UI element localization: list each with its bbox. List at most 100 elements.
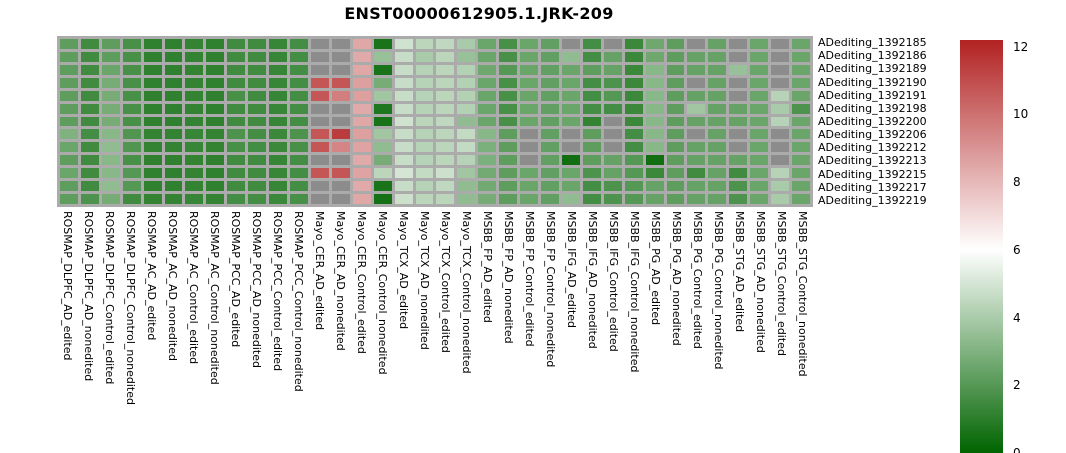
- column-label: ROSMAP_AC_AD_nonedited: [166, 211, 179, 361]
- row-labels: ADediting_1392185 ADediting_1392186 ADedit…: [818, 36, 927, 207]
- column-label: MSBB_FP_Control_nonedited: [544, 211, 557, 368]
- heatmap-cell: [499, 90, 518, 101]
- heatmap-cell: [666, 90, 685, 101]
- heatmap-cell: [122, 142, 141, 153]
- heatmap-cell: [60, 51, 78, 62]
- heatmap-cell: [436, 168, 455, 179]
- heatmap-cell: [185, 181, 204, 192]
- heatmap-cell: [499, 142, 518, 153]
- heatmap-cell: [520, 129, 539, 140]
- column-label: MSBB_IFG_AD_edited: [565, 211, 578, 329]
- heatmap-cell: [457, 181, 476, 192]
- heatmap-cell: [750, 64, 769, 75]
- heatmap-cell: [603, 103, 622, 114]
- heatmap-cell: [436, 77, 455, 88]
- heatmap-cell: [561, 194, 580, 204]
- heatmap-cell: [310, 155, 329, 166]
- heatmap-cell: [708, 155, 727, 166]
- heatmap-cell: [561, 181, 580, 192]
- heatmap-cell: [331, 77, 350, 88]
- heatmap-cell: [310, 181, 329, 192]
- heatmap-cell: [101, 116, 120, 127]
- heatmap-cell: [122, 64, 141, 75]
- heatmap-cell: [122, 168, 141, 179]
- heatmap-cell: [206, 39, 225, 49]
- heatmap-cell: [541, 51, 559, 62]
- heatmap-cell: [122, 103, 141, 114]
- heatmap-cell: [687, 116, 706, 127]
- heatmap-cell: [206, 155, 225, 166]
- heatmap-cell: [792, 103, 810, 114]
- column-label: MSBB_STG_Control_nonedited: [796, 211, 809, 377]
- heatmap-cell: [394, 51, 413, 62]
- column-label: MSBB_PG_Control_nonedited: [712, 211, 725, 370]
- colorbar: [960, 40, 1003, 453]
- heatmap-cell: [352, 90, 371, 101]
- heatmap-cell: [310, 168, 329, 179]
- heatmap-cell: [143, 77, 162, 88]
- heatmap-cell: [582, 168, 601, 179]
- heatmap-cell: [771, 155, 790, 166]
- heatmap-cell: [352, 51, 371, 62]
- column-label: MSBB_STG_Control_edited: [775, 211, 788, 356]
- heatmap-cell: [80, 39, 99, 49]
- heatmap-cell: [603, 155, 622, 166]
- heatmap-cell: [143, 39, 162, 49]
- column-label: MSBB_FP_Control_edited: [523, 211, 536, 347]
- heatmap-cell: [457, 90, 476, 101]
- heatmap-cell: [185, 77, 204, 88]
- heatmap-cell: [122, 90, 141, 101]
- heatmap-cell: [394, 194, 413, 204]
- column-label: ROSMAP_DLPFC_AD_edited: [61, 211, 74, 361]
- heatmap-cell: [541, 39, 559, 49]
- heatmap-cell: [373, 155, 392, 166]
- heatmap-cell: [248, 168, 267, 179]
- heatmap-cell: [415, 77, 434, 88]
- heatmap-cell: [143, 181, 162, 192]
- heatmap-cell: [499, 155, 518, 166]
- colorbar-tick-label: 10: [1013, 107, 1029, 122]
- heatmap-cell: [708, 39, 727, 49]
- heatmap-cell: [101, 194, 120, 204]
- heatmap-cell: [143, 103, 162, 114]
- colorbar-tick-label: 2: [1013, 378, 1021, 393]
- heatmap-cell: [603, 181, 622, 192]
- heatmap-cell: [582, 90, 601, 101]
- heatmap-cell: [352, 64, 371, 75]
- heatmap-cell: [122, 116, 141, 127]
- heatmap-cell: [499, 129, 518, 140]
- heatmap-cell: [478, 51, 497, 62]
- heatmap-cell: [206, 64, 225, 75]
- heatmap-cell: [708, 181, 727, 192]
- heatmap-cell: [708, 103, 727, 114]
- heatmap-cell: [436, 39, 455, 49]
- heatmap-cell: [269, 90, 288, 101]
- heatmap-cell: [185, 116, 204, 127]
- heatmap-cell: [373, 77, 392, 88]
- heatmap-cell: [248, 116, 267, 127]
- heatmap-cell: [708, 90, 727, 101]
- heatmap-cell: [60, 103, 78, 114]
- heatmap-cell: [729, 181, 748, 192]
- heatmap-cell: [415, 51, 434, 62]
- heatmap-cell: [164, 168, 183, 179]
- heatmap-cell: [457, 142, 476, 153]
- heatmap-cell: [792, 90, 810, 101]
- heatmap-cell: [143, 64, 162, 75]
- heatmap-cell: [227, 142, 246, 153]
- heatmap-cell: [436, 116, 455, 127]
- heatmap-cell: [269, 194, 288, 204]
- heatmap-cell: [541, 155, 559, 166]
- heatmap-cell: [541, 194, 559, 204]
- heatmap-cell: [708, 77, 727, 88]
- column-label: ROSMAP_DLPFC_AD_nonedited: [82, 211, 95, 382]
- heatmap-cell: [60, 116, 78, 127]
- heatmap-cell: [248, 51, 267, 62]
- heatmap-cell: [415, 103, 434, 114]
- heatmap-cell: [520, 168, 539, 179]
- heatmap-cell: [269, 116, 288, 127]
- heatmap-cell: [687, 194, 706, 204]
- heatmap-cell: [603, 39, 622, 49]
- heatmap-cell: [164, 64, 183, 75]
- heatmap-cell: [436, 103, 455, 114]
